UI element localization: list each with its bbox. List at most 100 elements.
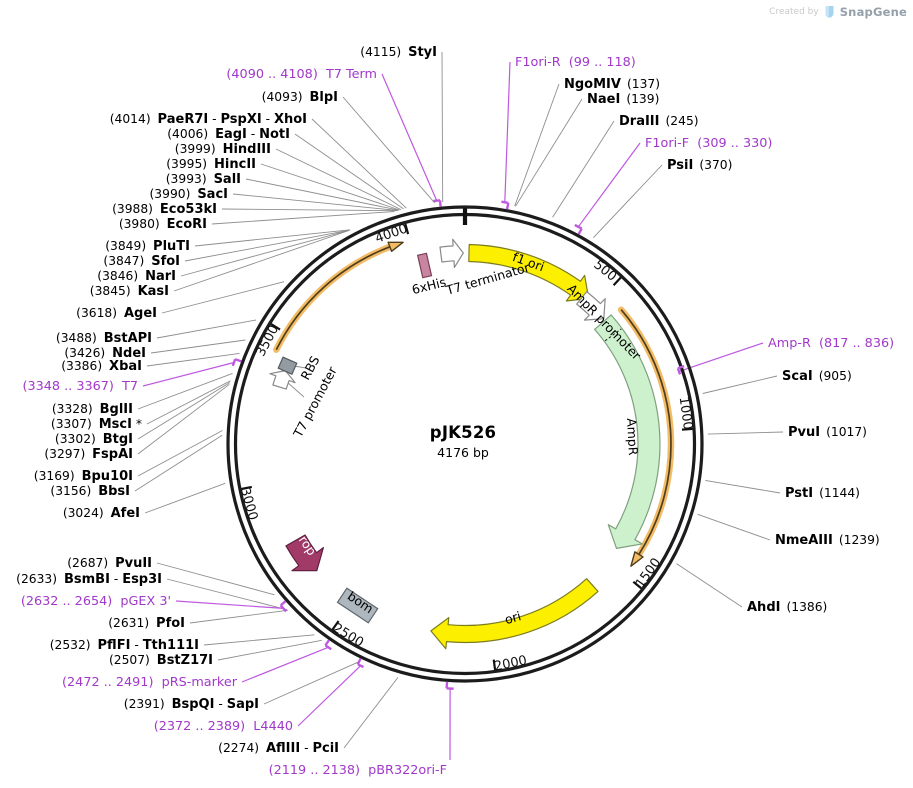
leader-lines: [134, 51, 784, 761]
primer-mark-hook-pbr322ori-f: [445, 681, 449, 689]
site-label-f1ori-r: F1ori-R (99 .. 118): [515, 55, 636, 70]
leader-bspqi-sapi: [263, 661, 359, 705]
tick-label-2500: 2500: [330, 621, 366, 651]
leader-saci: [232, 193, 398, 211]
primer-marks: [231, 199, 685, 690]
site-label-naei: NaeI (139): [587, 92, 659, 107]
orf-arc-core: [275, 246, 391, 351]
primer-mark-hook-prs-marker: [324, 639, 331, 646]
leader-msci: [146, 380, 231, 425]
leader-ngomiv: [514, 83, 560, 207]
tick-2500: [331, 620, 340, 631]
leader-eagi-noti: [294, 133, 404, 210]
feature-ampr: [594, 314, 661, 549]
feature-t7-promoter: [269, 370, 296, 390]
feature-ori: [430, 578, 599, 650]
tick-label-1000: 1000: [676, 396, 695, 431]
site-label-bspqi-sapi: (2391) BspQI - SapI: [124, 697, 259, 712]
site-label-ecori: (3980) EcoRI: [119, 217, 207, 232]
site-label-xbai: (3386) XbaI: [61, 359, 142, 374]
site-label-bglii: (3328) BglII: [52, 402, 133, 417]
site-label-hindiii: (3999) HindIII: [175, 142, 271, 157]
site-label-bpu10i: (3169) Bpu10I: [34, 469, 133, 484]
site-label-nari: (3846) NarI: [97, 269, 176, 284]
primer-mark-hook-t7: [234, 358, 242, 363]
leader-afei: [144, 482, 226, 514]
leader-f1ori-r: [504, 61, 511, 203]
site-label-l4440: (2372 .. 2389) L4440: [154, 719, 293, 734]
tick-1000: [681, 427, 693, 431]
site-label-pvui: PvuI (1017): [788, 425, 867, 440]
leader-scai: [702, 375, 778, 394]
orf-arc-arrowhead: [387, 241, 404, 252]
leader-agei: [161, 281, 285, 314]
site-label-ngomiv: NgoMIV (137): [564, 77, 660, 92]
site-label-eco53ki: (3988) Eco53kI: [112, 202, 217, 217]
site-label-msci: (3307) MscI *: [51, 417, 142, 432]
site-label-bstz17i: (2507) BstZ17I: [109, 653, 213, 668]
watermark-brand: SnapGene: [839, 5, 907, 19]
leader-naei: [515, 98, 583, 207]
leader-pflfi-tth111i: [203, 634, 315, 646]
leader-fspai: [137, 383, 230, 455]
site-label-draiii: DraIII (245): [619, 114, 699, 129]
site-label-eagi-noti: (4006) EagI - NotI: [167, 127, 290, 142]
leader-bstapi: [156, 319, 257, 339]
site-label-agei: (3618) AgeI: [76, 306, 157, 321]
site-label-f1ori-f: F1ori-F (309 .. 330): [645, 136, 772, 151]
site-label-pgex-3: (2632 .. 2654) pGEX 3': [21, 594, 171, 609]
feature-leader-1: [286, 381, 305, 398]
leader-sali: [245, 178, 399, 211]
site-label-amp-r: Amp-R (817 .. 836): [768, 336, 894, 351]
leader-sfoi: [184, 229, 350, 262]
tick-500: [612, 276, 622, 286]
leader-nmeaiii: [697, 513, 771, 541]
leader-btgi: [137, 382, 231, 440]
feature-t7-terminator: [439, 238, 464, 268]
site-label-sali: (3993) SalI: [166, 172, 241, 187]
primer-mark-hook-f1ori-f: [577, 228, 583, 235]
site-label-afliii-pcii: (2274) AflIII - PciI: [218, 741, 339, 756]
site-label-kasi: (3845) KasI: [90, 284, 169, 299]
site-label-pflfi-tth111i: (2532) PflFI - Tth111I: [50, 638, 199, 653]
leader-nari: [180, 229, 350, 277]
feature-ampr-boundary: [604, 328, 622, 342]
site-label-t7: (3348 .. 3367) T7: [23, 379, 139, 394]
site-label-scai: ScaI (905): [782, 369, 852, 384]
primer-mark-amp-r: [676, 367, 682, 375]
leader-eco53ki: [221, 208, 398, 212]
site-label-bbsi: (3156) BbsI: [50, 484, 130, 499]
tick-label-2000: 2000: [493, 653, 528, 674]
site-label-sfoi: (3847) SfoI: [103, 254, 180, 269]
feature-label-ori: ori: [503, 608, 523, 627]
site-label-ahdi: AhdI (1386): [747, 600, 827, 615]
primer-mark-hook-t7-term: [438, 200, 442, 207]
plasmid-name: pJK526: [429, 423, 497, 442]
site-label-btgi: (3302) BtgI: [55, 432, 133, 447]
leader-amp-r: [678, 342, 764, 372]
primer-mark-hook-l4440: [356, 657, 362, 665]
leader-pvui: [707, 431, 784, 435]
primer-mark-t7: [231, 358, 237, 367]
leader-bglii: [137, 372, 233, 410]
primer-mark-t7-term: [433, 199, 441, 203]
site-label-prs-marker: (2472 .. 2491) pRS-marker: [62, 675, 238, 690]
site-label-pbr322ori-f: (2119 .. 2138) pBR322ori-F: [269, 763, 447, 778]
leader-pgex-3: [175, 600, 284, 609]
site-label-hincii: (3995) HincII: [166, 157, 256, 172]
site-label-ndei: (3426) NdeI: [64, 346, 146, 361]
feature-6xhis: [416, 252, 433, 279]
leader-kasi: [173, 230, 350, 292]
leader-bstz17i: [217, 639, 322, 661]
tick-2000: [492, 659, 497, 671]
leader-l4440: [297, 665, 362, 727]
leader-hincii: [260, 163, 400, 211]
site-label-fspai: (3297) FspAI: [44, 447, 133, 462]
leader-bbsi: [134, 434, 223, 492]
watermark-created-by: Created by: [769, 7, 819, 17]
orf-arc-glow: [273, 243, 394, 353]
site-label-pvuii: (2687) PvuII: [67, 556, 152, 571]
